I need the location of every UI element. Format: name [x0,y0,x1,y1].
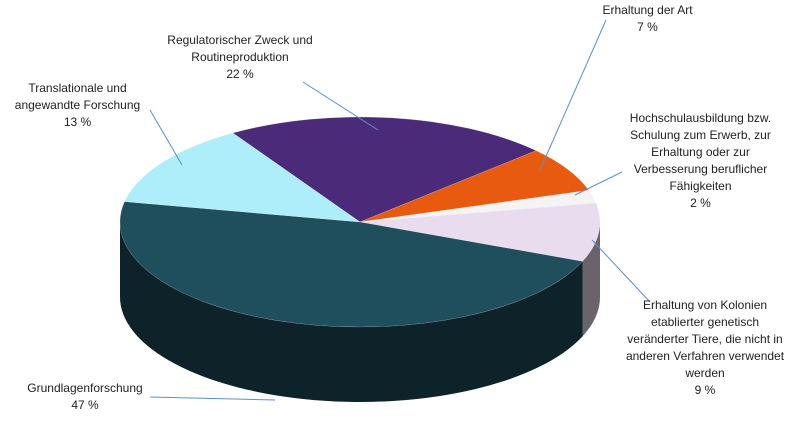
value-label: 22 % [226,67,254,81]
value-label: 9 % [694,383,716,397]
slice [232,116,537,223]
category-label: Erhaltung von Kolonien etablierter genet… [625,298,785,380]
category-label: Erhaltung der Art [602,3,693,17]
label-group: Hochschulausbildung bzw. Schulung zum Er… [618,110,783,212]
category-label: Hochschulausbildung bzw. Schulung zum Er… [629,111,772,193]
label-group: Erhaltung der Art 7 % [575,2,720,36]
label-group: Erhaltung von Kolonien etablierter genet… [620,297,790,399]
slice [359,202,601,262]
leader-line [574,171,623,196]
value-label: 13 % [63,115,92,129]
slice [359,150,590,223]
slice [359,189,597,223]
slice-side [120,222,583,402]
label-group: Translationale und angewandte Forschung 1… [5,80,150,131]
value-label: 47 % [71,398,99,412]
category-label: Regulatorischer Zweck und Routineprodukt… [167,33,313,64]
category-label: Grundlagenforschung [27,381,143,395]
label-group: Regulatorischer Zweck und Routineprodukt… [155,32,325,83]
label-group: Grundlagenforschung 47 % [10,380,160,414]
slice [119,201,584,328]
leader-line [149,396,276,401]
leader-line [302,81,379,131]
slice-side [582,222,600,337]
leader-line [149,109,183,166]
slice [124,132,361,223]
category-label: Translationale und angewandte Forschung [14,81,141,112]
leader-line [539,19,607,171]
value-label: 2 % [690,196,711,210]
leader-line [591,239,651,303]
value-label: 7 % [637,20,658,34]
